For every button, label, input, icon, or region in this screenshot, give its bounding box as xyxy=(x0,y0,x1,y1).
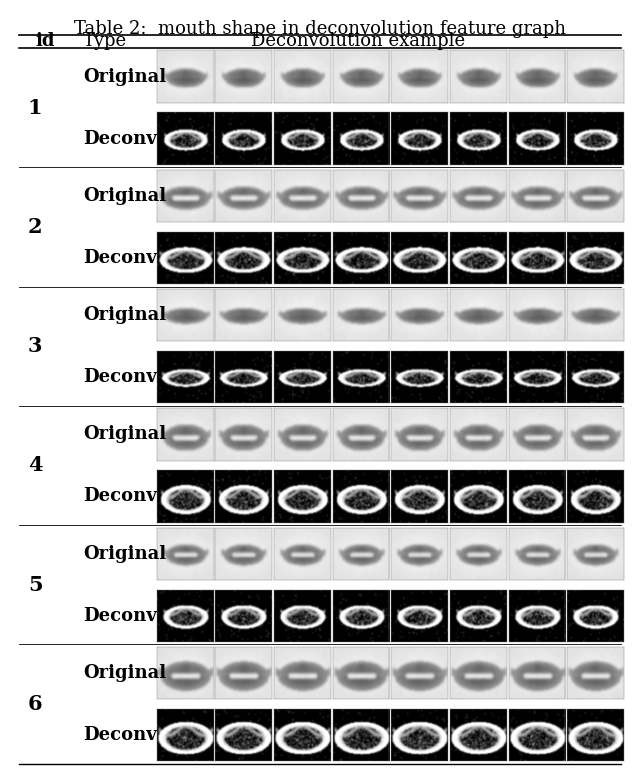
Text: Deconvolution example: Deconvolution example xyxy=(252,32,465,50)
Text: id: id xyxy=(35,32,54,50)
Text: Original: Original xyxy=(83,425,166,444)
Text: 4: 4 xyxy=(28,455,42,475)
Text: Table 2:  mouth shape in deconvolution feature graph: Table 2: mouth shape in deconvolution fe… xyxy=(74,20,566,38)
Text: Original: Original xyxy=(83,187,166,205)
Text: 3: 3 xyxy=(28,336,42,356)
Text: Deconv: Deconv xyxy=(83,249,157,267)
Text: Deconv: Deconv xyxy=(83,368,157,386)
Text: Original: Original xyxy=(83,306,166,324)
Text: Type: Type xyxy=(83,32,127,50)
Text: Original: Original xyxy=(83,664,166,682)
Text: Deconv: Deconv xyxy=(83,726,157,744)
Text: 6: 6 xyxy=(28,694,42,714)
Text: 1: 1 xyxy=(28,97,42,117)
Text: 2: 2 xyxy=(28,217,42,237)
Text: Deconv: Deconv xyxy=(83,130,157,148)
Text: Original: Original xyxy=(83,67,166,86)
Text: 5: 5 xyxy=(28,575,42,594)
Text: Deconv: Deconv xyxy=(83,607,157,625)
Text: Original: Original xyxy=(83,545,166,563)
Text: Deconv: Deconv xyxy=(83,488,157,506)
